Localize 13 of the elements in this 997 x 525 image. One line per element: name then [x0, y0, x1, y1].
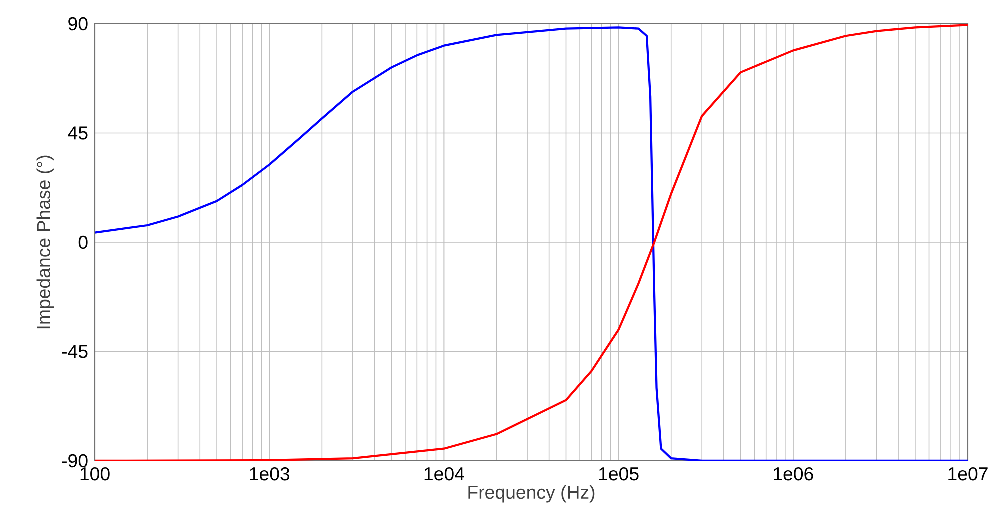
y-tick-label: 45 — [68, 126, 88, 140]
x-tick-label: 1e05 — [599, 467, 639, 481]
y-axis-title: Impedance Phase (°) — [36, 156, 54, 329]
x-tick-label: 1e04 — [424, 467, 464, 481]
x-tick-label: 1e06 — [774, 467, 814, 481]
y-tick-label: 0 — [78, 236, 88, 250]
x-axis-title: Frequency (Hz) — [468, 485, 595, 503]
y-tick-label: 90 — [68, 17, 88, 31]
x-tick-label: 1e07 — [948, 467, 988, 481]
y-tick-label: -45 — [62, 345, 88, 358]
y-tick-label: -90 — [62, 454, 88, 468]
x-tick-label: 100 — [80, 467, 110, 481]
x-tick-label: 1e03 — [250, 467, 290, 481]
